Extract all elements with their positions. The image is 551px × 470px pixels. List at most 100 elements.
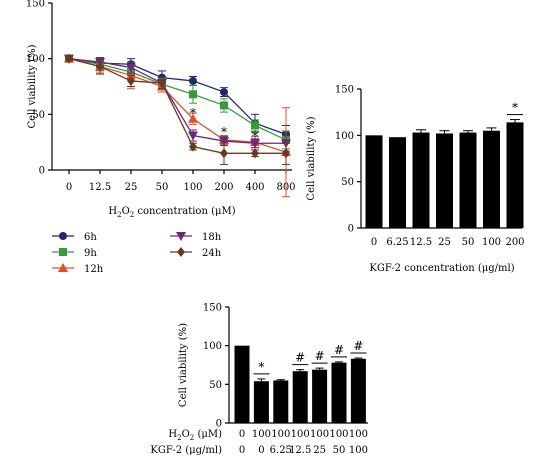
line-chart-x-tick-label: 12.5 bbox=[89, 182, 111, 193]
legend-label-9h: 9h bbox=[84, 248, 97, 259]
legend-label-24h: 24h bbox=[202, 248, 222, 259]
line-chart-x-tick-label: 200 bbox=[214, 182, 233, 193]
treatment-row-value: 0 bbox=[258, 445, 264, 456]
kgf2-chart-x-axis-label: KGF-2 concentration (μg/ml) bbox=[369, 263, 514, 274]
data-point-18h bbox=[188, 131, 198, 141]
kgf2-chart-x-tick-label: 6.25 bbox=[386, 237, 408, 248]
significance-marker: # bbox=[315, 349, 325, 363]
bar bbox=[312, 369, 328, 423]
combo-chart-y-tick-label: 100 bbox=[203, 341, 222, 352]
treatment-row-value: 100 bbox=[291, 429, 310, 440]
legend-marker-6h bbox=[59, 232, 67, 240]
data-point-24h bbox=[65, 53, 73, 64]
kgf2-chart-y-tick-label: 0 bbox=[348, 224, 354, 235]
kgf2-chart-y-tick-label: 100 bbox=[335, 131, 354, 142]
kgf2-chart-x-tick-label: 100 bbox=[482, 237, 501, 248]
bar bbox=[253, 381, 269, 423]
data-point-12h bbox=[188, 113, 198, 123]
treatment-row-label: H2O2 (μM) bbox=[168, 429, 222, 442]
legend-marker-12h bbox=[58, 263, 68, 272]
treatment-row-value: 0 bbox=[239, 445, 245, 456]
treatment-row-value: 6.25 bbox=[270, 445, 292, 456]
bar bbox=[273, 380, 289, 423]
combo-chart-y-tick-label: 0 bbox=[216, 419, 222, 430]
legend-label-12h: 12h bbox=[84, 264, 104, 275]
data-point-24h bbox=[96, 61, 104, 72]
series-line-12h bbox=[68, 58, 287, 153]
line-chart-x-tick-label: 100 bbox=[183, 182, 202, 193]
kgf2-chart-x-tick-label: 50 bbox=[462, 237, 475, 248]
legend-label-6h: 6h bbox=[84, 232, 97, 243]
treatment-row-value: 100 bbox=[329, 429, 348, 440]
series-line-9h bbox=[68, 58, 287, 141]
combo-chart-y-axis-label: Cell viability (%) bbox=[178, 323, 189, 407]
bar bbox=[459, 132, 477, 228]
legend-marker-24h bbox=[177, 247, 185, 257]
legend-marker-9h bbox=[59, 248, 67, 256]
treatment-row-value: 100 bbox=[271, 429, 290, 440]
kgf2-chart-x-tick-label: 0 bbox=[371, 237, 377, 248]
line-chart-x-tick-label: 400 bbox=[245, 182, 264, 193]
data-point-18h bbox=[219, 137, 229, 147]
treatment-row-value: 100 bbox=[349, 429, 368, 440]
significance-marker: * bbox=[221, 125, 227, 139]
kgf2-chart-x-tick-label: 12.5 bbox=[410, 237, 432, 248]
treatment-row-value: 100 bbox=[252, 429, 271, 440]
kgf2-chart-y-axis-label: Cell viability (%) bbox=[306, 116, 317, 200]
bar bbox=[389, 137, 406, 228]
line-chart-y-tick-label: 50 bbox=[32, 110, 45, 121]
data-point-18h bbox=[250, 139, 260, 149]
kgf2-chart-x-tick-label: 25 bbox=[438, 237, 451, 248]
significance-marker: * bbox=[190, 106, 196, 120]
bar bbox=[412, 132, 430, 228]
treatment-row-value: 12.5 bbox=[289, 445, 311, 456]
line-chart-y-tick-label: 150 bbox=[26, 0, 45, 10]
data-point-24h bbox=[251, 148, 259, 159]
combo-chart-y-tick-label: 150 bbox=[203, 303, 222, 314]
data-point-18h bbox=[126, 63, 136, 73]
treatment-row-value: 25 bbox=[313, 445, 326, 456]
treatment-row-value: 100 bbox=[310, 429, 329, 440]
treatment-row-value: 50 bbox=[333, 445, 346, 456]
line-chart-x-axis-label: H2O2 concentration (μM) bbox=[108, 206, 235, 219]
bar bbox=[292, 371, 308, 423]
line-chart-x-tick-label: 0 bbox=[66, 182, 72, 193]
bar bbox=[331, 362, 347, 423]
line-chart-x-tick-label: 50 bbox=[156, 182, 169, 193]
kgf2-chart-x-tick-label: 200 bbox=[505, 237, 524, 248]
kgf2-chart-y-tick-label: 150 bbox=[335, 85, 354, 96]
series-line-24h bbox=[68, 58, 286, 154]
bar bbox=[350, 358, 366, 423]
data-point-9h bbox=[251, 121, 259, 130]
line-chart-y-tick-label: 100 bbox=[26, 54, 45, 65]
data-point-24h bbox=[127, 75, 135, 86]
data-point-24h bbox=[189, 141, 197, 152]
bar bbox=[483, 130, 500, 228]
data-point-6h bbox=[189, 76, 197, 85]
bar bbox=[436, 133, 453, 228]
data-point-24h bbox=[220, 148, 228, 159]
line-chart-y-tick-label: 0 bbox=[39, 166, 45, 177]
legend-label-18h: 18h bbox=[202, 232, 222, 243]
bar bbox=[506, 122, 524, 228]
data-point-9h bbox=[189, 90, 197, 99]
series-line-18h bbox=[68, 58, 286, 144]
treatment-row-value: 0 bbox=[239, 429, 245, 440]
combo-chart-y-tick-label: 50 bbox=[209, 380, 222, 391]
data-point-24h bbox=[158, 78, 166, 89]
data-point-9h bbox=[220, 101, 228, 110]
treatment-row-value: 100 bbox=[349, 445, 368, 456]
data-point-24h bbox=[282, 148, 290, 159]
kgf2-chart-y-tick-label: 50 bbox=[341, 177, 354, 188]
legend-marker-18h bbox=[176, 232, 186, 241]
significance-marker: * bbox=[258, 360, 264, 374]
significance-marker: * bbox=[512, 101, 518, 115]
line-chart-y-axis-label: Cell viability (%) bbox=[27, 44, 38, 128]
significance-marker: # bbox=[295, 351, 305, 365]
significance-marker: # bbox=[353, 339, 363, 353]
bar bbox=[234, 345, 250, 423]
treatment-row-label: KGF-2 (μg/ml) bbox=[150, 445, 222, 456]
significance-marker: # bbox=[334, 343, 344, 357]
significance-marker: * bbox=[252, 129, 258, 143]
